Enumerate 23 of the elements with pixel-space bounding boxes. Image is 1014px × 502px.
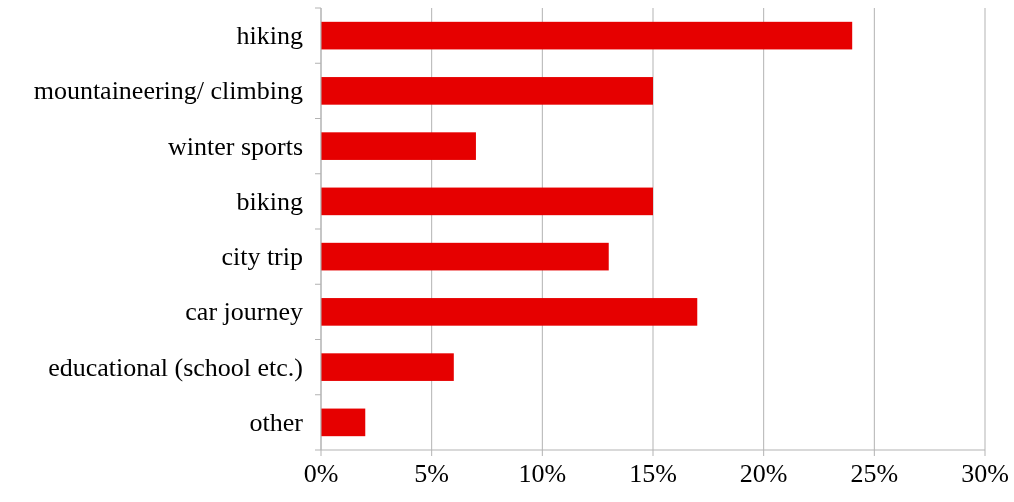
x-tick-label: 5% (414, 459, 449, 488)
y-tick-label: car journey (185, 297, 303, 327)
bar (321, 77, 653, 105)
x-tick-label: 15% (629, 459, 677, 488)
bar (321, 132, 476, 160)
y-tick-label: educational (school etc.) (48, 352, 303, 382)
bar (321, 408, 366, 437)
bar (321, 298, 698, 326)
y-tick-label: biking (236, 186, 303, 216)
y-tick-label: hiking (236, 21, 303, 51)
y-tick-label: winter sports (167, 131, 303, 161)
bar (321, 21, 853, 50)
y-tick-label: city trip (221, 242, 303, 272)
x-tick-label: 25% (850, 459, 899, 488)
bar (321, 353, 454, 381)
x-tick-label: 10% (518, 459, 567, 488)
x-tick-label: 20% (739, 459, 788, 488)
x-tick-label: 0% (303, 459, 339, 488)
y-tick-label: other (249, 407, 304, 437)
y-tick-label: mountaineering/ climbing (33, 76, 303, 106)
bar (321, 187, 653, 216)
bar (321, 242, 609, 271)
x-tick-label: 30% (961, 459, 1009, 488)
